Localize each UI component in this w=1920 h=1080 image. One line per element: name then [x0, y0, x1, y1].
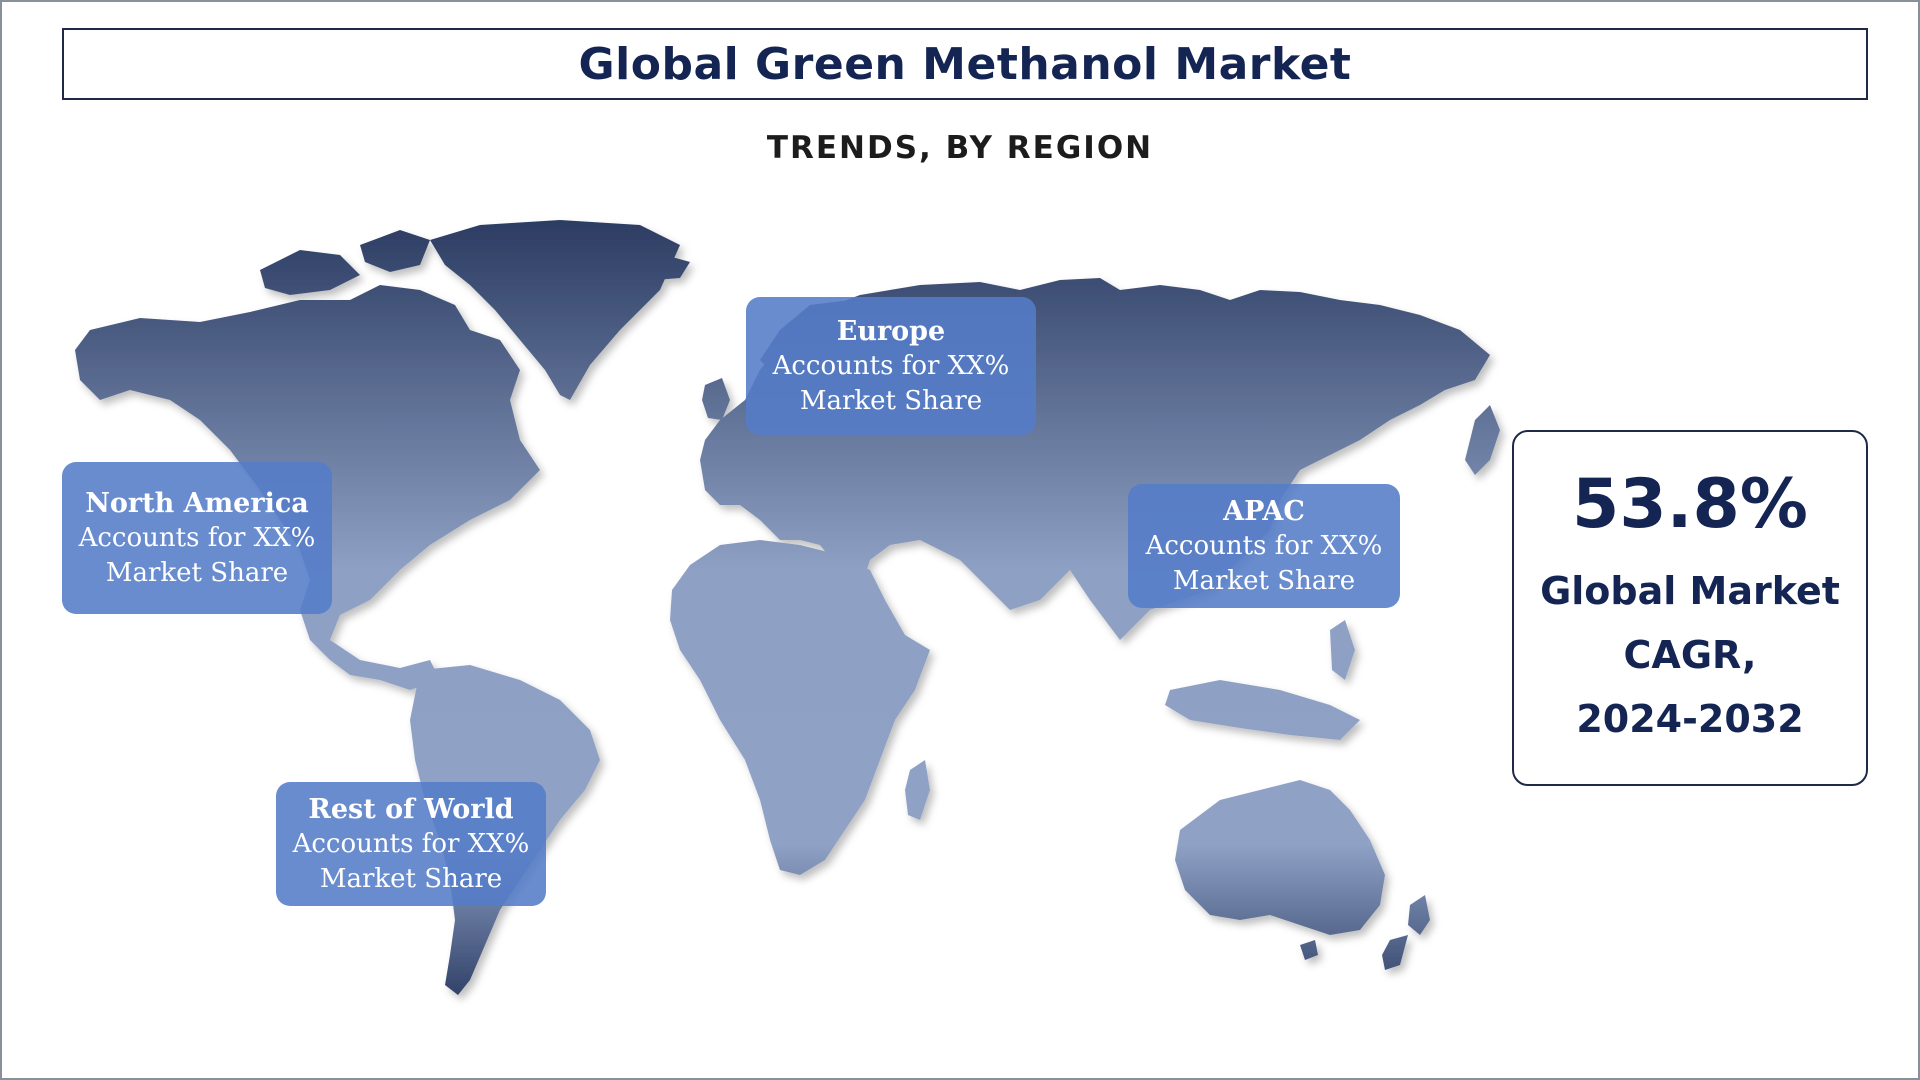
region-share-label: Market Share [1172, 565, 1356, 596]
new-zealand-south [1382, 935, 1408, 970]
iceland [640, 255, 690, 280]
tasmania [1300, 940, 1318, 960]
region-share-label: Market Share [319, 863, 503, 894]
region-share-text: Accounts for XX% [292, 828, 530, 859]
cagr-label-line2: CAGR, [1623, 633, 1757, 677]
region-share-text: Accounts for XX% [78, 522, 316, 553]
region-share-text: Accounts for XX% [1145, 530, 1383, 561]
greenland-landmass [430, 220, 680, 400]
cagr-value: 53.8% [1572, 465, 1808, 544]
region-name: Rest of World [308, 793, 514, 825]
region-card-north-america: North America Accounts for XX% Market Sh… [62, 462, 332, 614]
page-subtitle: TRENDS, BY REGION [766, 130, 1154, 166]
region-card-apac: APAC Accounts for XX% Market Share [1128, 484, 1400, 608]
region-share-text: Accounts for XX% [772, 350, 1010, 381]
cagr-stat-box: 53.8% Global Market CAGR, 2024-2032 [1512, 430, 1868, 786]
region-name: Europe [836, 315, 946, 347]
canadian-archipelago [360, 230, 430, 272]
region-name: APAC [1223, 495, 1305, 527]
southeast-asia-islands [1165, 680, 1360, 740]
arctic-islands [260, 250, 360, 295]
new-zealand [1408, 895, 1430, 935]
region-share-label: Market Share [105, 557, 289, 588]
cagr-label-line3: 2024-2032 [1576, 697, 1804, 741]
philippines [1330, 620, 1355, 680]
australia-landmass [1175, 780, 1385, 935]
africa-landmass [670, 540, 930, 875]
region-card-europe: Europe Accounts for XX% Market Share [746, 297, 1036, 435]
region-card-rest-of-world: Rest of World Accounts for XX% Market Sh… [276, 782, 546, 906]
japan [1465, 405, 1500, 475]
region-share-label: Market Share [799, 385, 983, 416]
british-isles [702, 378, 730, 420]
page-title: Global Green Methanol Market [578, 38, 1352, 90]
madagascar [905, 760, 930, 820]
title-box: Global Green Methanol Market [62, 28, 1868, 100]
cagr-label-line1: Global Market [1540, 569, 1840, 613]
region-name: North America [85, 487, 309, 519]
